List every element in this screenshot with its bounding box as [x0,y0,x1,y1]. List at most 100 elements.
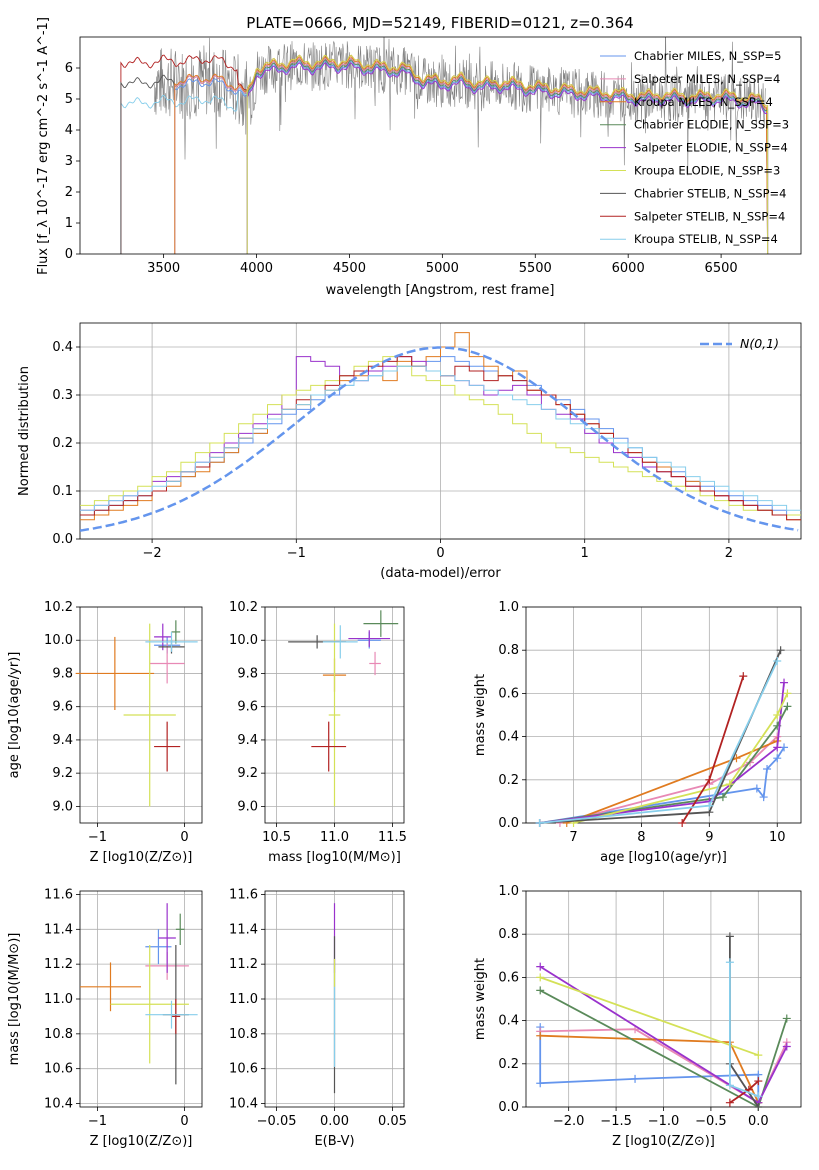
legend-label: Salpeter MILES, N_SSP=4 [634,72,780,86]
plus-marker [754,1051,763,1060]
model-spectrum-line [246,62,769,254]
panel-5: −1 0 10.4 10.6 10.8 11.0 11.2 11.4 11.6 Z [log10(… [7,887,203,1149]
plus-marker [773,754,782,763]
plus-marker [725,932,734,941]
y-tick-label: 0.0 [498,816,519,831]
x-tick-label: −0.5 [695,1114,727,1129]
y-tick-label: 0.2 [498,1057,519,1072]
y-tick-label: 9.4 [237,733,258,748]
y-tick-label: 10.6 [229,1062,258,1077]
histogram-series-5 [80,365,801,511]
y-tick-label: 9.2 [237,766,258,781]
plus-marker [725,958,734,967]
plus-marker [783,702,792,711]
y-tick-label: 11.2 [44,957,73,972]
y-tick-label: 0.1 [52,484,73,499]
legend-label: Chabrier MILES, N_SSP=5 [634,49,781,63]
x-tick-label: 5000 [426,261,459,276]
weight-line-1 [540,1028,788,1104]
weight-line-5 [573,693,789,824]
legend-label: Salpeter STELIB, N_SSP=4 [634,209,785,223]
weight-line-5 [539,976,759,1057]
plus-marker [705,801,714,810]
x-axis-label: age [log10(age/yr)] [600,850,727,865]
y-tick-label: 9.8 [52,666,73,681]
plus-marker [754,1103,763,1111]
panel-0: PLATE=0666, MJD=52149, FIBERID=0121, z=0… [36,14,802,298]
y-tick-label: 10.0 [229,633,258,648]
plus-marker [536,962,545,971]
plus-marker [705,775,714,784]
plus-marker [773,657,782,665]
y-axis-label: Flux [f_λ 10^-17 erg cm^-2 s^-1 A^-1] [36,17,51,275]
y-axis-label: mass [log10(M/M⊙)] [7,933,22,1066]
axes-frame [525,890,802,1108]
x-tick-label: −2 [143,546,162,561]
y-tick-label: 11.2 [229,957,258,972]
legend-label: N(0,1) [740,336,779,351]
plus-marker [725,780,734,789]
x-tick-label: −2.0 [553,1114,585,1129]
y-tick-label: 9.0 [52,799,73,814]
y-tick-label: 10.2 [229,600,258,615]
y-tick-label: 0.2 [498,773,519,788]
x-tick-label: 0.0 [748,1114,769,1129]
weight-line-3 [539,705,789,824]
y-tick-label: 11.0 [229,992,258,1007]
y-tick-label: 0.8 [498,643,519,658]
plus-marker [782,1014,791,1023]
plus-marker [773,743,782,752]
x-tick-label: 6500 [705,261,738,276]
y-tick-label: 10.8 [229,1027,258,1042]
y-tick-label: 9.4 [52,733,73,748]
x-tick-label: −1.5 [600,1114,632,1129]
legend-label: Kroupa STELIB, N_SSP=4 [634,232,778,246]
x-tick-label: 4000 [240,261,273,276]
x-tick-label: 11.5 [378,830,407,845]
plus-marker [536,1079,545,1088]
model-spectrum-line [246,54,769,254]
x-axis-label: (data-model)/error [380,566,501,581]
x-tick-label: −1 [88,830,107,845]
axes-frame [264,606,405,824]
plus-marker [776,646,785,655]
x-tick-label: 1 [581,546,589,561]
legend-label: Chabrier ELODIE, N_SSP=3 [634,118,789,132]
plus-marker [773,711,782,719]
y-tick-label: 9.6 [237,700,258,715]
x-tick-label: 2 [725,546,733,561]
y-tick-label: 0.0 [52,532,73,547]
y-tick-label: 3 [65,154,73,169]
plus-marker [783,689,792,698]
x-tick-label: 0 [436,546,444,561]
plus-marker [678,819,687,827]
y-tick-label: 1.0 [498,600,519,615]
plus-marker [536,973,545,982]
x-tick-label: 0.05 [378,1114,407,1129]
y-tick-label: 0.8 [498,927,519,942]
legend-label: Salpeter ELODIE, N_SSP=4 [634,141,788,155]
y-tick-label: 9.2 [52,766,73,781]
axes-frame [79,36,802,255]
x-tick-label: 10.5 [262,830,291,845]
plus-marker [782,1042,791,1051]
y-axis-label: mass weight [473,674,488,756]
y-tick-label: 11.6 [229,887,258,902]
y-tick-label: 0.4 [498,1014,519,1029]
weight-line-6 [729,936,760,1108]
histogram-steps [80,332,801,532]
axes-frame [264,890,405,1108]
x-tick-label: 8 [637,830,645,845]
x-tick-label: 7 [569,830,577,845]
x-axis-label: Z [log10(Z/Z⊙)] [90,1134,193,1149]
x-tick-label: 0 [180,830,188,845]
model-spectrum-line [246,59,769,254]
y-tick-label: 1 [65,216,73,231]
panel-1: −2 −1 0 1 2 0.0 0.1 0.2 0.3 0.4 N(0,1) (data-model)… [17,322,802,581]
model-spectrum-line [174,56,769,254]
y-axis-label: mass weight [473,958,488,1040]
x-axis-label: E(B-V) [314,1134,354,1149]
y-tick-label: 10.4 [229,1097,258,1112]
